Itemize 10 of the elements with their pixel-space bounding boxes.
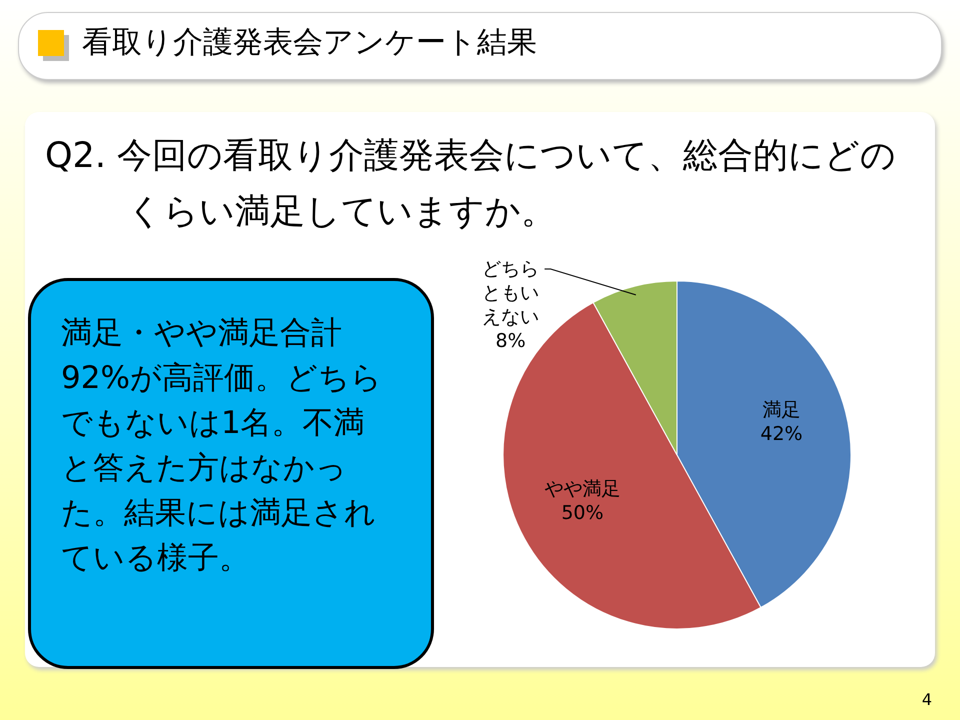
data-label: 50% — [560, 500, 605, 525]
slice-label: 満足 — [761, 398, 802, 422]
data-label: 8% — [494, 328, 527, 353]
slice-label: やや満足 — [543, 476, 622, 501]
chart-subtitle: Q2. 今回の看取り介護発表会について、総合的にどのくらい満足していますか。 — [45, 135, 898, 234]
data-label: 42% — [759, 422, 804, 446]
chart-title: 看取り介護発表会アンケート結果 — [82, 24, 537, 62]
text: 満足・やや満足合計92%が高評価。どちらでもないは1名。不満と答えた方はなかった。結果には満足されている様子。 — [28, 278, 434, 669]
slice-label: どちらともいえない — [481, 256, 540, 329]
text: 4 — [922, 690, 932, 709]
